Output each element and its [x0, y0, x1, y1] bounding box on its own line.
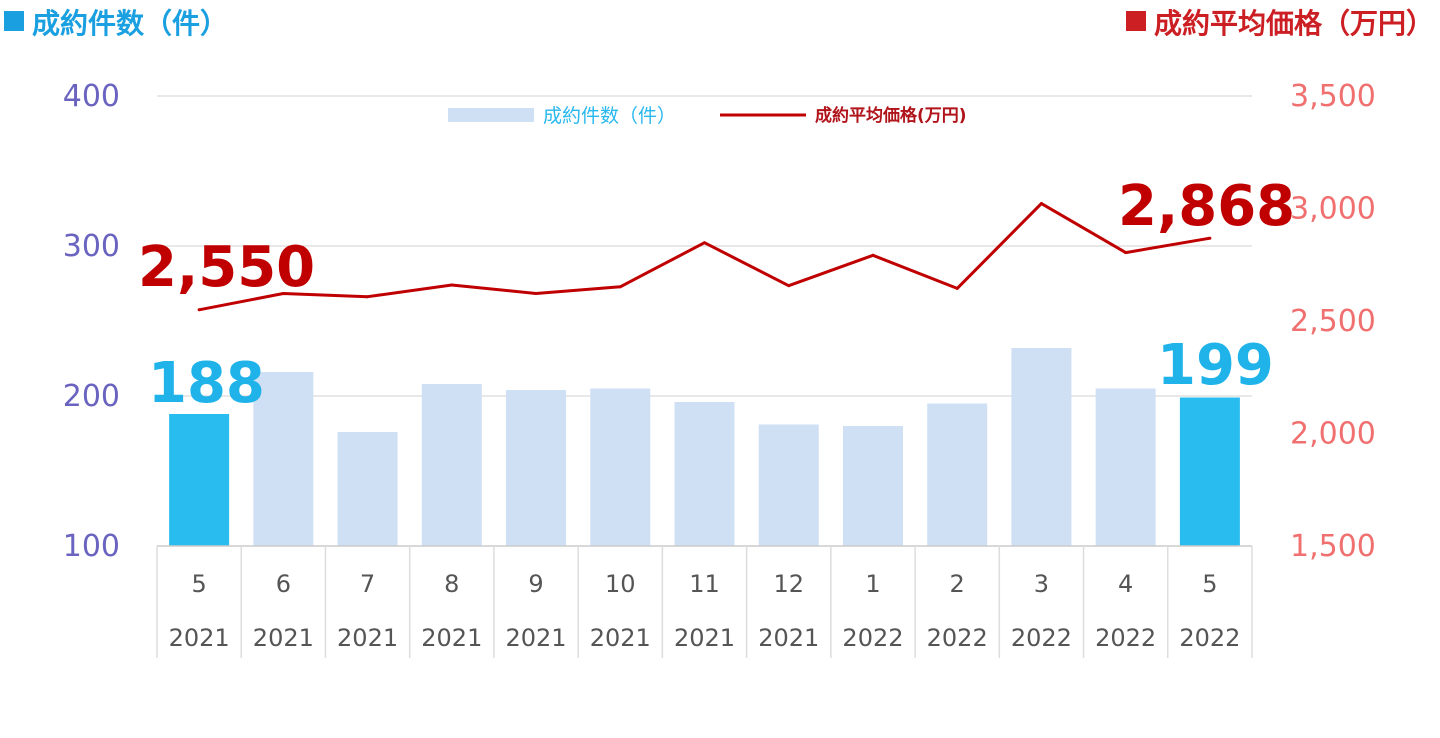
x-tick-month: 2 [950, 570, 965, 598]
right-y-tick: 3,500 [1290, 79, 1376, 114]
left-y-tick: 100 [63, 529, 120, 564]
legend-line-label: 成約平均価格(万円) [815, 105, 967, 126]
callout-line-first: 2,550 [138, 235, 315, 300]
x-tick-month: 9 [528, 570, 543, 598]
x-tick-year: 2021 [505, 624, 566, 652]
line-point-3 [450, 283, 454, 287]
bar-0 [169, 414, 230, 546]
left-y-tick: 400 [63, 79, 120, 114]
x-tick-year: 2021 [590, 624, 651, 652]
bar-12 [1179, 397, 1240, 546]
legend: 成約件数（件） 成約平均価格(万円) [448, 105, 967, 127]
callout-bar-last: 199 [1157, 333, 1274, 398]
x-tick-month: 11 [689, 570, 720, 598]
x-tick-year: 2021 [337, 624, 398, 652]
x-tick-year: 2022 [1011, 624, 1072, 652]
x-tick-month: 3 [1034, 570, 1049, 598]
bar-8 [842, 426, 903, 546]
x-tick-year: 2021 [758, 624, 819, 652]
right-y-tick: 1,500 [1290, 529, 1376, 564]
line-point-5 [618, 285, 622, 289]
x-tick-year: 2021 [421, 624, 482, 652]
bar-11 [1095, 388, 1156, 546]
x-tick-month: 10 [605, 570, 636, 598]
bar-9 [927, 403, 988, 546]
x-tick-month: 5 [1202, 570, 1217, 598]
x-tick-month: 1 [865, 570, 880, 598]
left-y-axis: 100 200 300 400 [63, 79, 120, 564]
right-y-axis: 1,500 2,000 2,500 3,000 3,500 [1290, 79, 1376, 564]
blue-square-icon [4, 11, 24, 31]
legend-bar-label: 成約件数（件） [543, 105, 676, 127]
bar-series [169, 348, 1240, 546]
line-point-7 [787, 284, 791, 288]
bar-6 [674, 402, 735, 546]
bar-7 [758, 424, 819, 546]
left-axis-header: 成約件数（件） [4, 2, 228, 42]
line-point-4 [534, 292, 538, 296]
line-point-0 [197, 308, 201, 312]
bar-5 [590, 388, 651, 546]
x-tick-year: 2022 [1095, 624, 1156, 652]
x-tick-month: 5 [191, 570, 206, 598]
left-y-tick: 200 [63, 379, 120, 414]
line-point-1 [281, 292, 285, 296]
bar-3 [421, 384, 482, 546]
x-tick-year: 2021 [253, 624, 314, 652]
x-tick-year: 2021 [169, 624, 230, 652]
callout-line-last: 2,868 [1118, 174, 1295, 239]
right-y-tick: 2,000 [1290, 417, 1376, 452]
right-axis-header: 成約平均価格（万円） [1125, 2, 1434, 42]
bar-4 [506, 390, 567, 546]
callouts: 2,550 2,868 188 199 [138, 174, 1295, 416]
right-axis-header-text: 成約平均価格（万円） [1153, 7, 1434, 40]
x-tick-year: 2021 [674, 624, 735, 652]
line-point-9 [955, 286, 959, 290]
line-point-12 [1208, 236, 1212, 240]
right-y-tick: 2,500 [1290, 304, 1376, 339]
left-y-tick: 300 [63, 229, 120, 264]
line-point-11 [1124, 251, 1128, 255]
x-tick-month: 12 [773, 570, 804, 598]
left-axis-header-text: 成約件数（件） [32, 7, 229, 40]
gridlines [157, 95, 1252, 397]
red-square-icon [1125, 11, 1146, 31]
x-tick-month: 7 [360, 570, 375, 598]
bar-10 [1011, 348, 1072, 546]
x-tick-year: 2022 [842, 624, 903, 652]
line-point-2 [366, 295, 370, 299]
bar-1 [253, 372, 314, 546]
line-series [197, 202, 1212, 312]
right-y-tick: 3,000 [1290, 192, 1376, 227]
price-line [198, 202, 1211, 312]
line-point-6 [703, 241, 706, 245]
x-axis: 5202162021720218202192021102021112021122… [156, 545, 1253, 658]
legend-bar-swatch [448, 108, 534, 122]
x-tick-year: 2022 [927, 624, 988, 652]
line-point-10 [1039, 202, 1043, 206]
line-point-8 [871, 253, 875, 257]
x-tick-month: 4 [1118, 570, 1133, 598]
x-tick-year: 2022 [1179, 624, 1240, 652]
bar-2 [337, 432, 398, 546]
callout-bar-first: 188 [148, 351, 265, 416]
x-tick-month: 8 [444, 570, 459, 598]
x-tick-month: 6 [276, 570, 291, 598]
